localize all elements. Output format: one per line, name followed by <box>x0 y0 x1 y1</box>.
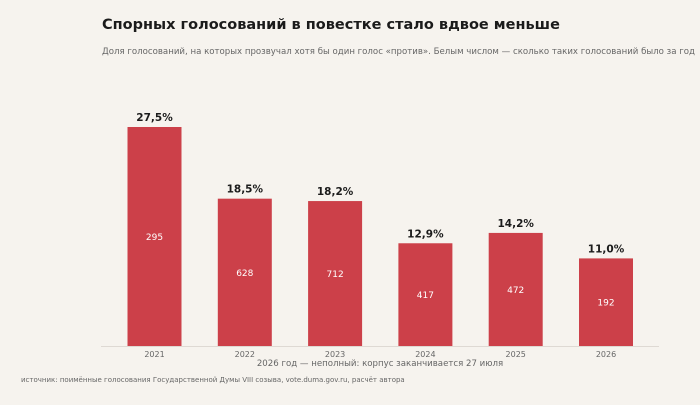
x-tick-label-2025: 2025 <box>506 350 526 359</box>
value-label-2023: 18,2% <box>317 186 354 198</box>
chart-title: Спорных голосований в повестке стало вдв… <box>102 17 560 33</box>
x-tick-label-2024: 2024 <box>415 350 435 359</box>
chart-subtitle: Доля голосований, на которых прозвучал х… <box>102 47 695 57</box>
count-label-2025: 472 <box>507 286 524 296</box>
count-label-2024: 417 <box>417 291 434 301</box>
bar-2026 <box>579 258 633 346</box>
value-label-2026: 11,0% <box>588 243 625 255</box>
x-tick-label-2023: 2023 <box>325 350 345 359</box>
count-label-2023: 712 <box>327 270 344 280</box>
footnote: 2026 год — неполный: корпус заканчиваетс… <box>256 359 504 369</box>
value-label-2022: 18,5% <box>227 184 264 196</box>
value-label-2024: 12,9% <box>407 228 444 240</box>
count-label-2021: 295 <box>146 233 163 243</box>
value-label-2025: 14,2% <box>497 218 534 230</box>
x-tick-label-2022: 2022 <box>235 350 255 359</box>
bars-group: 27,5% 295 2021 18,5% 628 2022 18,2% 712 2023 12,9… <box>127 112 633 359</box>
bar-2024 <box>398 243 453 346</box>
x-tick-label-2026: 2026 <box>596 350 616 359</box>
count-label-2022: 628 <box>236 269 253 279</box>
bar-2021 <box>127 127 182 346</box>
count-label-2026: 192 <box>597 299 614 309</box>
value-label-2021: 27,5% <box>136 112 173 124</box>
bar-2025 <box>488 232 543 346</box>
bar-2022 <box>217 198 272 346</box>
x-tick-label-2021: 2021 <box>144 350 164 359</box>
bar-2023 <box>308 201 363 346</box>
source-note: источник: поимённые голосования Государс… <box>21 376 405 384</box>
